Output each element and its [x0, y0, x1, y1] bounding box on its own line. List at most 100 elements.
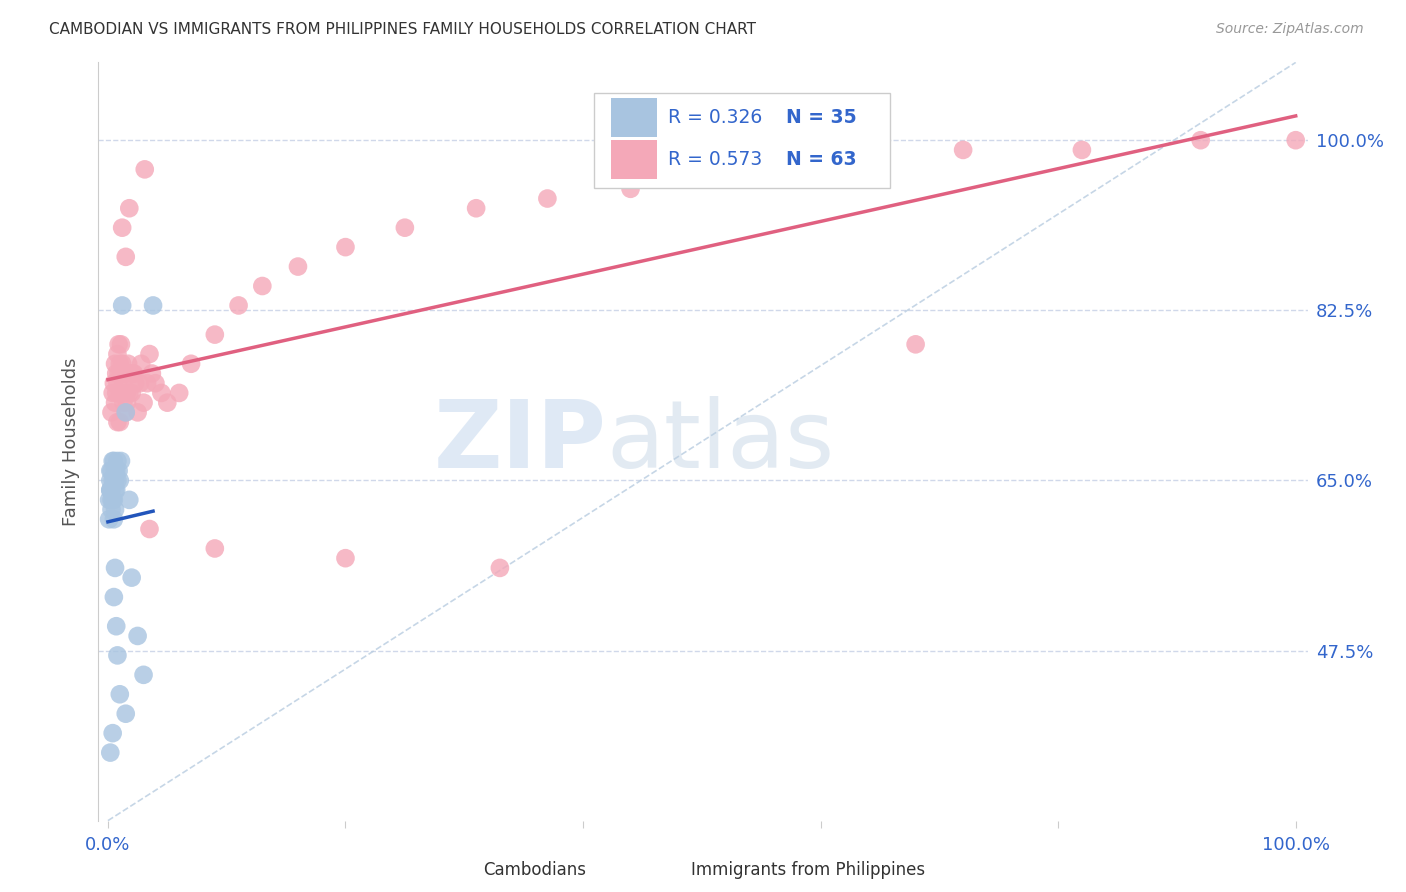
- Point: [204, 327, 226, 342]
- Point: [100, 502, 122, 516]
- Point: [335, 240, 357, 254]
- Point: [103, 454, 125, 468]
- Point: [111, 357, 134, 371]
- Point: [142, 298, 165, 312]
- Point: [108, 687, 131, 701]
- Text: Immigrants from Philippines: Immigrants from Philippines: [690, 861, 925, 879]
- Point: [150, 386, 173, 401]
- Point: [104, 395, 127, 409]
- Point: [127, 405, 149, 419]
- Point: [114, 405, 136, 419]
- Point: [904, 337, 927, 351]
- Point: [98, 483, 121, 497]
- Text: N = 35: N = 35: [786, 108, 858, 128]
- Point: [103, 376, 125, 391]
- Text: Source: ZipAtlas.com: Source: ZipAtlas.com: [1216, 22, 1364, 37]
- Point: [1285, 133, 1308, 147]
- Point: [114, 405, 136, 419]
- Point: [107, 454, 129, 468]
- Point: [114, 367, 136, 381]
- Point: [108, 415, 131, 429]
- Text: atlas: atlas: [606, 395, 835, 488]
- Point: [103, 492, 125, 507]
- Point: [136, 376, 159, 391]
- Point: [112, 395, 135, 409]
- Point: [120, 367, 142, 381]
- Point: [100, 405, 122, 419]
- Point: [104, 483, 127, 497]
- Point: [138, 522, 160, 536]
- FancyBboxPatch shape: [453, 857, 479, 883]
- Point: [107, 415, 129, 429]
- Point: [834, 153, 856, 167]
- Point: [180, 357, 202, 371]
- Point: [104, 357, 127, 371]
- Point: [952, 143, 974, 157]
- Point: [114, 250, 136, 264]
- Point: [104, 474, 127, 488]
- Point: [1070, 143, 1092, 157]
- Point: [118, 201, 141, 215]
- Point: [127, 629, 149, 643]
- Point: [98, 492, 121, 507]
- Text: R = 0.326: R = 0.326: [668, 108, 762, 128]
- Point: [111, 220, 134, 235]
- Point: [134, 162, 156, 177]
- Point: [204, 541, 226, 556]
- Point: [103, 590, 125, 604]
- Point: [287, 260, 309, 274]
- Point: [132, 668, 155, 682]
- Point: [98, 474, 121, 488]
- Point: [98, 512, 121, 526]
- Point: [118, 492, 141, 507]
- Point: [105, 483, 128, 497]
- Point: [108, 474, 131, 488]
- Point: [536, 192, 558, 206]
- FancyBboxPatch shape: [612, 98, 657, 137]
- Point: [107, 347, 129, 361]
- Text: ZIP: ZIP: [433, 395, 606, 488]
- Point: [167, 386, 190, 401]
- Point: [100, 464, 122, 478]
- Point: [115, 386, 138, 401]
- Point: [98, 483, 121, 497]
- Point: [103, 512, 125, 526]
- Point: [107, 474, 129, 488]
- Point: [101, 386, 124, 401]
- FancyBboxPatch shape: [612, 140, 657, 178]
- Point: [1189, 133, 1212, 147]
- Point: [129, 376, 152, 391]
- Point: [107, 376, 129, 391]
- Text: N = 63: N = 63: [786, 150, 858, 169]
- Point: [394, 220, 416, 235]
- Point: [115, 395, 138, 409]
- Point: [107, 337, 129, 351]
- Point: [145, 376, 167, 391]
- Point: [110, 454, 132, 468]
- Point: [228, 298, 250, 312]
- FancyBboxPatch shape: [662, 857, 689, 883]
- Point: [108, 386, 131, 401]
- Point: [121, 367, 143, 381]
- Point: [141, 367, 163, 381]
- Point: [104, 502, 127, 516]
- Point: [122, 367, 145, 381]
- Point: [132, 395, 155, 409]
- Point: [111, 386, 134, 401]
- Point: [101, 454, 124, 468]
- Point: [335, 551, 357, 566]
- Point: [110, 337, 132, 351]
- Point: [104, 464, 127, 478]
- Point: [105, 367, 128, 381]
- Point: [118, 386, 141, 401]
- Point: [117, 357, 139, 371]
- Point: [129, 357, 152, 371]
- Point: [105, 386, 128, 401]
- Point: [105, 464, 128, 478]
- Point: [138, 347, 160, 361]
- Point: [714, 162, 737, 177]
- Point: [111, 298, 134, 312]
- Point: [114, 706, 136, 721]
- Point: [104, 561, 127, 575]
- Point: [114, 367, 136, 381]
